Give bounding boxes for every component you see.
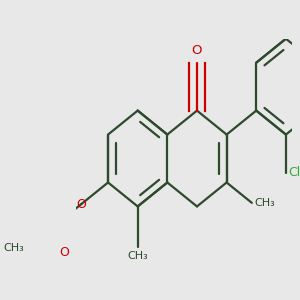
- Text: O: O: [59, 246, 69, 259]
- Text: CH₃: CH₃: [254, 198, 275, 208]
- Text: CH₃: CH₃: [127, 251, 148, 262]
- Text: Cl: Cl: [288, 167, 300, 179]
- Text: O: O: [192, 44, 202, 57]
- Text: CH₃: CH₃: [4, 243, 24, 254]
- Text: O: O: [76, 197, 86, 211]
